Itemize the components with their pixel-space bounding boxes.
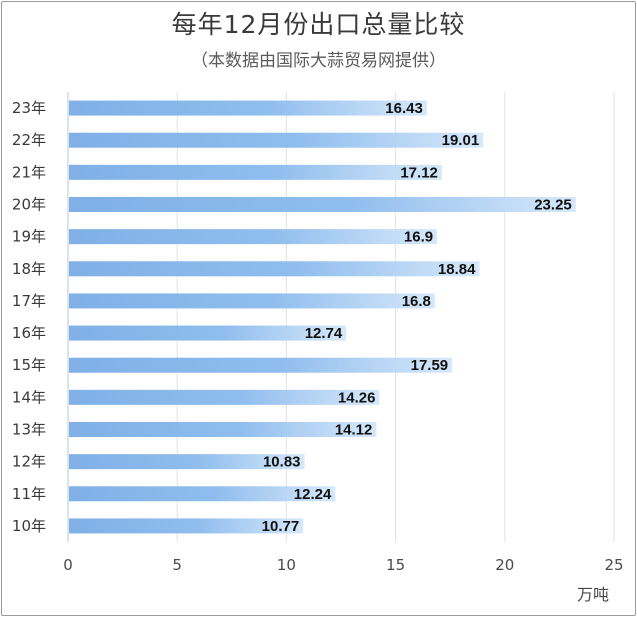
bar-value-label: 17.59 [411,357,449,374]
category-label: 22年 [12,131,46,149]
x-axis-labels: 0 5 10 15 20 25 [63,556,623,574]
bar [69,100,427,116]
category-label: 10年 [12,517,46,535]
category-label: 15年 [12,356,46,374]
category-label: 19年 [12,228,46,246]
bar-value-label: 12.74 [305,325,343,342]
category-label: 17年 [12,292,46,310]
bar-value-label: 14.12 [335,422,373,439]
bar-value-label: 19.01 [442,132,480,149]
bar [69,325,347,341]
x-tick-label: 25 [604,556,623,574]
bar-value-label: 12.24 [294,486,332,503]
x-tick-label: 0 [63,556,73,574]
category-label: 12年 [12,453,46,471]
x-axis-unit: 万吨 [577,585,609,604]
bar [69,197,576,212]
bar-value-label: 23.25 [534,197,572,214]
bar-value-label: 14.26 [338,389,376,406]
chart-subtitle: （本数据由国际大蒜贸易网提供） [191,51,446,71]
category-label: 14年 [12,388,46,406]
bar-value-label: 10.77 [262,518,300,535]
bar [69,261,480,277]
bar [69,229,438,245]
x-tick-label: 5 [172,556,182,574]
bar-value-label: 16.8 [402,293,431,310]
category-label: 21年 [12,163,46,181]
chart-title: 每年12月份出口总量比较 [171,10,466,39]
x-tick-label: 15 [386,556,405,574]
bar [69,389,380,405]
bar [69,518,304,534]
bar [69,293,435,309]
bar [69,132,484,148]
x-tick-label: 10 [277,556,296,574]
category-label: 13年 [12,421,46,439]
category-label: 20年 [12,196,46,214]
bar-value-label: 16.9 [404,229,433,246]
bar [69,357,453,373]
bar [69,422,377,437]
bar [69,164,442,180]
bar-value-label: 10.83 [263,454,301,471]
y-axis-labels: 23年 22年 21年 20年 19年 18年 17年 16年 15年 14年 13年 12年 11年 1… [12,99,46,535]
bar [69,454,305,470]
category-label: 18年 [12,260,46,278]
bar-value-label: 16.43 [385,100,423,117]
category-label: 11年 [12,485,46,503]
category-label: 23年 [12,99,46,117]
bar-value-label: 17.12 [400,164,438,181]
category-label: 16年 [12,324,46,342]
x-tick-label: 20 [495,556,514,574]
bar [69,486,336,502]
bar-value-label: 18.84 [438,261,476,278]
grid-lines [67,92,615,542]
